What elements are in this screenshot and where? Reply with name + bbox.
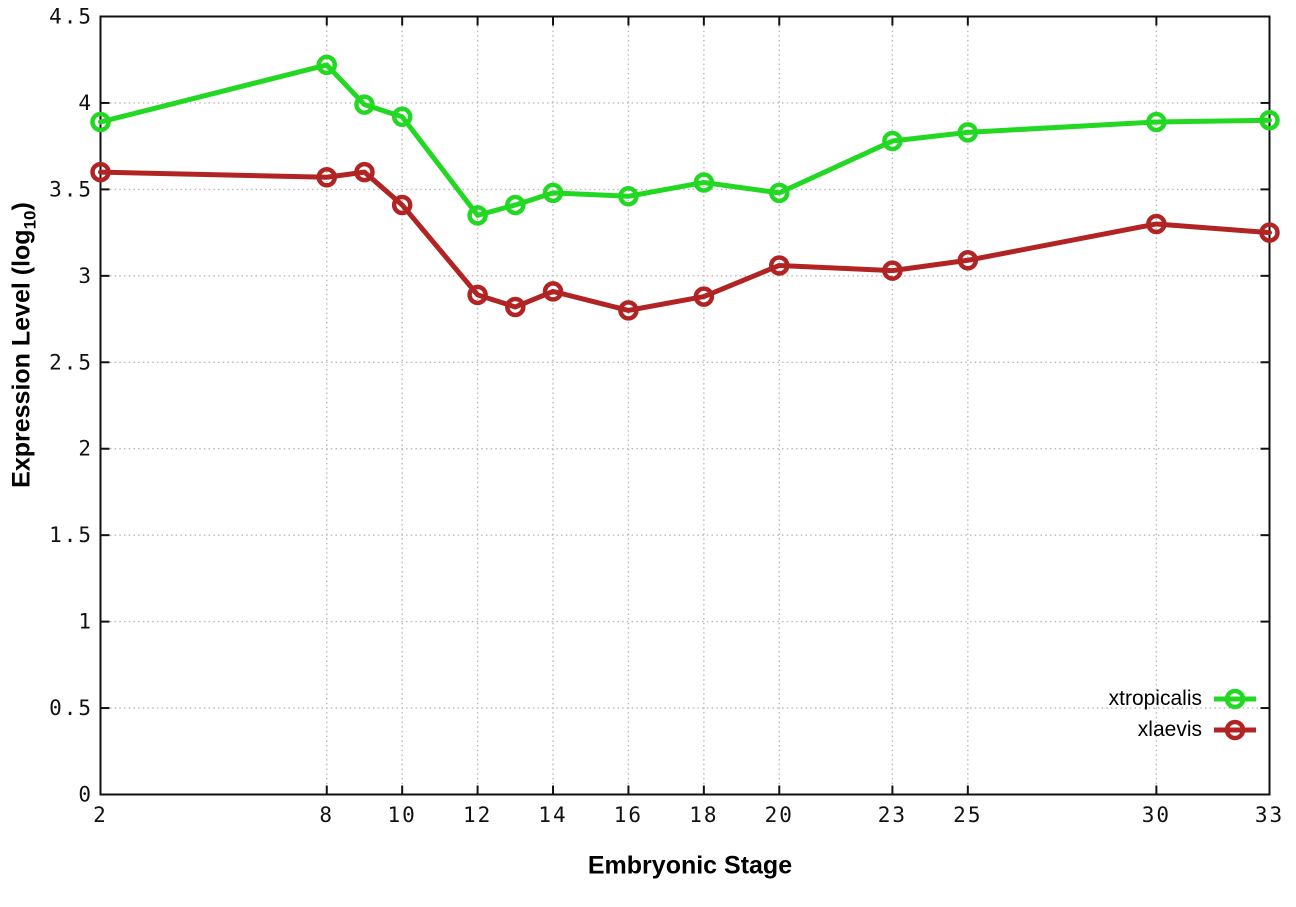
legend-label-xlaevis: xlaevis <box>1137 718 1202 741</box>
y-tick-label: 3 <box>78 264 93 288</box>
data-point-xtropicalis <box>693 172 715 193</box>
x-tick-label: 23 <box>878 803 907 827</box>
y-axis-title-subscript: 10 <box>20 210 40 230</box>
x-axis-title: Embryonic Stage <box>587 851 793 880</box>
data-point-xlaevis <box>391 194 413 216</box>
data-point-xtropicalis <box>618 186 639 207</box>
y-tick-label: 4 <box>78 91 93 115</box>
series-line-xtropicalis <box>98 62 1272 218</box>
data-point-xtropicalis <box>542 182 564 204</box>
x-tick-label: 18 <box>689 803 718 827</box>
data-point-xlaevis <box>354 161 375 183</box>
data-point-xlaevis <box>1146 213 1167 235</box>
legend-item-xlaevis: xlaevis <box>1138 716 1258 744</box>
legend-item-xtropicalis: xtropicalis <box>1109 685 1258 713</box>
y-tick-label: 0 <box>78 783 93 807</box>
y-tick-label: 4.5 <box>49 5 93 29</box>
y-axis-title-suffix: ) <box>7 202 36 211</box>
series-line-xlaevis <box>98 169 1272 313</box>
data-point-xtropicalis <box>769 182 790 204</box>
data-point-xlaevis <box>882 260 903 281</box>
data-point-xlaevis <box>542 281 564 302</box>
data-point-xlaevis <box>467 284 488 306</box>
data-point-xtropicalis <box>391 106 413 128</box>
x-tick-label: 20 <box>765 803 794 827</box>
data-point-xlaevis <box>618 300 639 321</box>
x-tick-label: 33 <box>1255 803 1284 827</box>
y-axis-title: Expression Level (log10) <box>8 202 41 488</box>
y-tick-label: 2.5 <box>49 350 93 374</box>
legend-line-marker-icon <box>1214 688 1256 710</box>
data-point-xtropicalis <box>1259 109 1280 131</box>
data-point-xtropicalis <box>90 111 111 133</box>
data-point-xlaevis <box>316 167 338 188</box>
data-point-xtropicalis <box>1146 111 1167 133</box>
x-tick-label: 30 <box>1142 803 1171 827</box>
y-tick-label: 1.5 <box>49 523 93 547</box>
data-point-xtropicalis <box>957 122 979 143</box>
data-point-xlaevis <box>957 250 979 271</box>
data-point-xlaevis <box>1259 222 1280 243</box>
data-point-xlaevis <box>505 296 526 318</box>
y-tick-label: 0.5 <box>49 696 93 720</box>
data-point-xtropicalis <box>316 54 338 76</box>
x-tick-label: 2 <box>93 803 108 827</box>
x-tick-label: 8 <box>319 803 334 827</box>
legend-label-xtropicalis: xtropicalis <box>1108 687 1202 710</box>
data-point-xtropicalis <box>505 194 526 216</box>
data-point-xtropicalis <box>882 130 903 152</box>
legend: xtropicalis xlaevis <box>1109 685 1258 744</box>
y-tick-label: 3.5 <box>49 177 93 201</box>
x-tick-label: 10 <box>388 803 417 827</box>
x-tick-label: 14 <box>538 803 567 827</box>
data-point-xtropicalis <box>354 94 375 115</box>
y-tick-label: 2 <box>78 437 93 461</box>
x-tick-label: 16 <box>614 803 643 827</box>
data-point-xtropicalis <box>467 205 488 226</box>
y-tick-label: 1 <box>78 610 93 634</box>
legend-line-marker-icon <box>1214 719 1256 741</box>
plot-border <box>99 15 1271 796</box>
data-point-xlaevis <box>693 286 715 307</box>
x-tick-label: 25 <box>953 803 982 827</box>
data-point-xlaevis <box>90 161 111 183</box>
y-axis-title-prefix: Expression Level (log <box>7 229 36 488</box>
data-point-xlaevis <box>769 255 790 276</box>
x-tick-label: 12 <box>463 803 492 827</box>
